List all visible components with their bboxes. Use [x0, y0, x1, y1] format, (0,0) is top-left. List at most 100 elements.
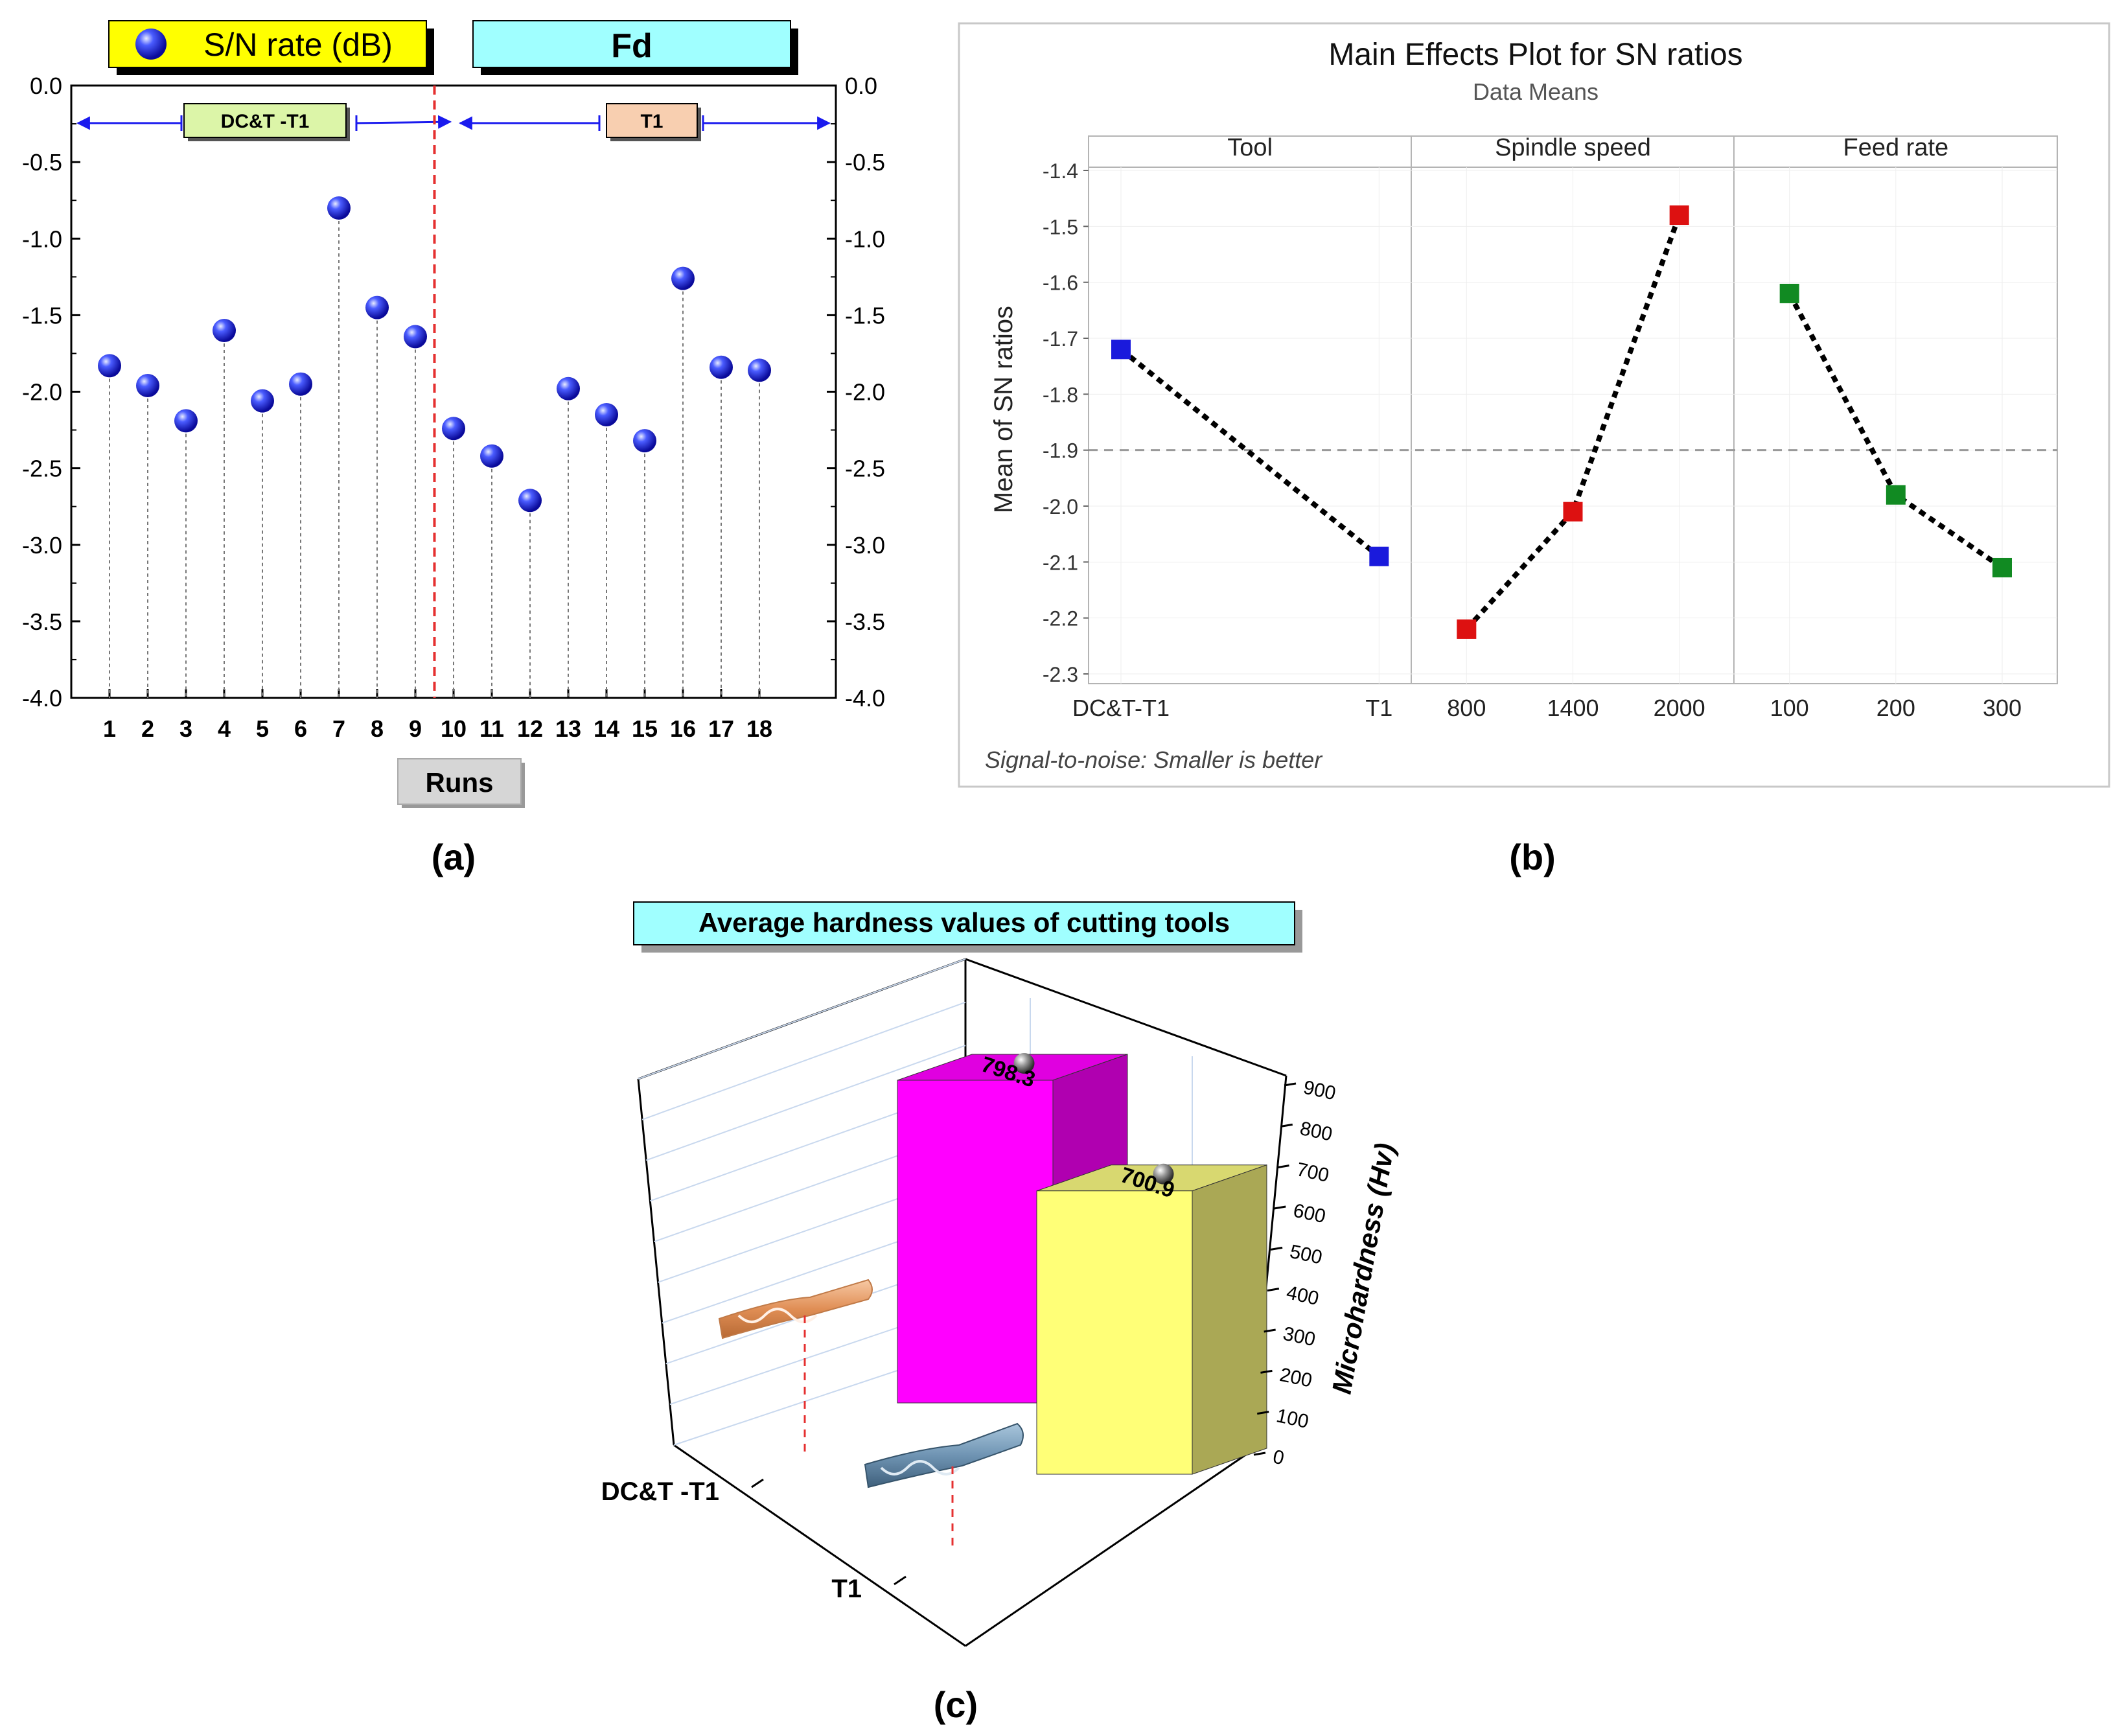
data-marker: [480, 444, 503, 468]
data-marker: [710, 355, 733, 379]
y-axis-b: -1.4 -1.5 -1.6 -1.7 -1.8 -1.9 -2.0 -2.1 -2.2 -2.3: [1043, 159, 1089, 686]
x-tick-label: 12: [517, 715, 543, 742]
y-tick-label-b: -1.4: [1043, 159, 1078, 183]
effect-line: [1464, 214, 1682, 631]
x-tick-label-b: 300: [1983, 695, 2022, 721]
y-tick-label-b: -1.5: [1043, 215, 1078, 238]
z-tick: [1270, 1246, 1283, 1251]
data-marker: [442, 417, 465, 441]
category-tick: [894, 1575, 906, 1586]
grid-line-c: [645, 1045, 966, 1161]
x-tick-label: 4: [218, 715, 231, 742]
y-tick-label-left: -2.0: [22, 379, 62, 406]
x-tick-label: 10: [441, 715, 467, 742]
x-tick-label: 11: [479, 715, 504, 742]
effect-marker: [1669, 205, 1689, 226]
z-tick: [1284, 1082, 1297, 1087]
y-tick-label-right: -2.5: [845, 456, 885, 482]
z-tick-label: 800: [1298, 1118, 1334, 1146]
legend-fd: Fd: [472, 20, 798, 75]
title-box-c: [633, 901, 1295, 945]
effect-panel-title: Spindle speed: [1495, 134, 1651, 161]
panel-label-c: (c): [934, 1684, 978, 1725]
stems: [109, 208, 760, 698]
z-tick: [1256, 1411, 1269, 1415]
y-tick-label-right: -1.5: [845, 302, 885, 329]
group-label-box-2: [606, 103, 698, 138]
z-tick-label: 200: [1278, 1364, 1314, 1392]
x-tick-label: 6: [294, 715, 307, 742]
z-tick-label: 400: [1284, 1282, 1321, 1310]
x-tick-label: 13: [555, 715, 581, 742]
y-tick-label-left: -3.5: [22, 608, 62, 635]
x-tick-label-b: T1: [1365, 695, 1392, 721]
x-tick-label: 2: [141, 715, 154, 742]
x-axis-label: Runs: [426, 767, 494, 798]
z-tick-label: 900: [1302, 1077, 1338, 1105]
panel-label-b: (b): [1509, 837, 1556, 877]
grid-line-c: [641, 1001, 966, 1120]
data-marker: [595, 402, 618, 426]
effect-panels: Tool DC&T-T1 T1 Spindle speed 800 1400 2000 Fee…: [1072, 134, 2022, 721]
y-tick-label-right: -0.5: [845, 149, 885, 176]
effect-marker: [1563, 502, 1583, 522]
x-tick-label-b: 800: [1447, 695, 1486, 721]
y-tick-label-right: -4.0: [845, 685, 885, 712]
effect-panel-title: Tool: [1227, 134, 1273, 161]
data-markers: [98, 196, 771, 513]
legend-sn-label: S/N rate (dB): [203, 27, 393, 63]
x-tick-label: 5: [256, 715, 269, 742]
panel-c: Average hardness values of cutting tools…: [601, 901, 1400, 1725]
chart-title-b: Main Effects Plot for SN ratios: [1328, 38, 1742, 72]
bar: [1036, 1190, 1193, 1475]
panel-label-a: (a): [432, 837, 476, 877]
y-tick-label-right: -3.0: [845, 532, 885, 559]
y-tick-label-left: -1.5: [22, 302, 62, 329]
category-label: DC&T -T1: [601, 1477, 719, 1506]
y-tick-label-b: -2.1: [1043, 551, 1078, 574]
panel-b-frame: [958, 22, 2110, 788]
y-tick-label-b: -2.3: [1043, 663, 1078, 686]
x-axis-title: Runs: [397, 758, 525, 808]
group-label-box-1: [183, 103, 347, 138]
bar-value-marker: [1153, 1163, 1174, 1185]
x-tick-label-b: 200: [1876, 695, 1915, 721]
effect-marker: [1369, 546, 1389, 566]
group-label-1: DC&T -T1: [221, 111, 310, 132]
data-marker: [557, 376, 580, 400]
effect-marker: [1457, 619, 1477, 639]
y-axis-label-b: Mean of SN ratios: [989, 306, 1018, 513]
z-tick-label: 300: [1281, 1323, 1317, 1351]
data-marker: [327, 196, 351, 220]
z-tick: [1264, 1328, 1276, 1333]
y-tick-label-left: -0.5: [22, 149, 62, 176]
data-marker: [98, 354, 121, 378]
y-tick-label-b: -2.2: [1043, 607, 1078, 631]
category-label: T1: [831, 1575, 862, 1603]
data-marker: [748, 358, 771, 382]
y-axis-left: 0.0 -0.5 -1.0 -1.5 -2.0 -2.5 -3.0 -3.5 -4.0: [22, 73, 80, 712]
x-tick-label: 9: [409, 715, 422, 742]
y-tick-label-right: -3.5: [845, 608, 885, 635]
z-tick-label: 100: [1275, 1405, 1311, 1433]
effect-marker: [1886, 485, 1906, 505]
bar-side: [1192, 1164, 1267, 1475]
drill-icon-copper: [718, 1279, 873, 1458]
data-marker: [404, 325, 427, 349]
panel-a: S/N rate (dB) Fd 0.0 -0.5 -1.0 -1.5 -2.0 -2.5…: [22, 20, 885, 877]
group-ranges: DC&T -T1 T1: [76, 103, 831, 141]
effect-line: [1119, 347, 1381, 559]
z-tick-label: 500: [1288, 1241, 1324, 1269]
y-tick-label-right: -2.0: [845, 379, 885, 406]
y-tick-label-left: -4.0: [22, 685, 62, 712]
category-tick: [751, 1478, 764, 1488]
footnote-b: Signal-to-noise: Smaller is better: [985, 746, 1323, 773]
drill-icon-blue: [864, 1422, 1024, 1549]
effect-panel-title: Feed rate: [1843, 134, 1949, 161]
y-tick-label-left: -1.0: [22, 226, 62, 252]
y-axis-right: 0.0 -0.5 -1.0 -1.5 -2.0 -2.5 -3.0 -3.5 -4.0: [827, 73, 885, 712]
legend-fd-box: [472, 20, 791, 68]
data-marker: [136, 374, 159, 398]
x-tick-label: 7: [332, 715, 345, 742]
data-marker: [251, 389, 274, 413]
